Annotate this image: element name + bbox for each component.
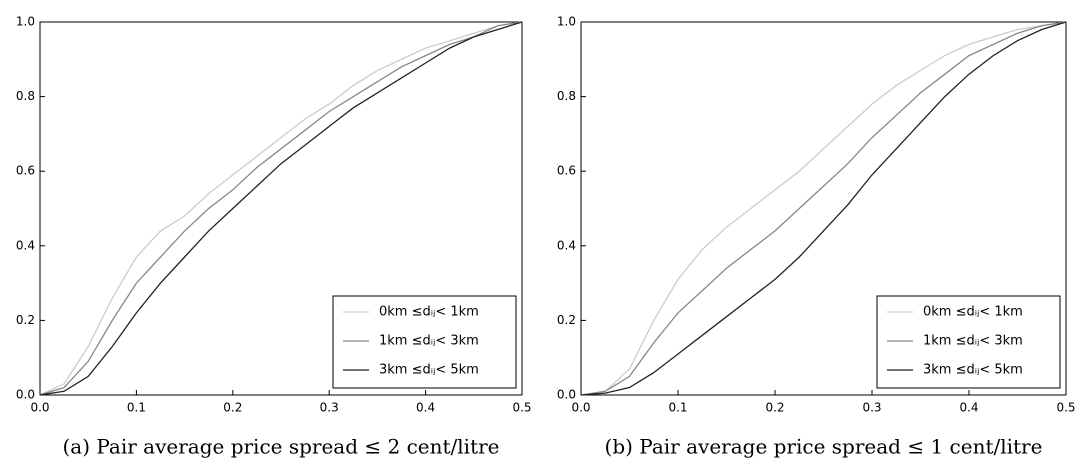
caption: (a) Pair average price spread ≤ 2 cent/l… <box>62 435 499 459</box>
legend-label: 1km ≤dᵢⱼ< 3km <box>923 334 1023 349</box>
x-tick-label: 0.4 <box>959 401 978 415</box>
x-tick-label: 0.1 <box>127 401 146 415</box>
cdf-line <box>39 21 523 396</box>
x-tick-label: 0.0 <box>571 401 590 415</box>
caption: (b) Pair average price spread ≤ 1 cent/l… <box>605 435 1043 459</box>
legend-box <box>332 295 517 389</box>
cdf-line <box>580 21 1067 396</box>
x-tick-label: 0.5 <box>1056 401 1075 415</box>
y-tick-label: 0.8 <box>557 89 576 103</box>
legend-label: 1km ≤dᵢⱼ< 3km <box>379 334 479 349</box>
legend-label: 0km ≤dᵢⱼ< 1km <box>923 305 1023 320</box>
cdf-line <box>39 21 523 396</box>
legend-label: 0km ≤dᵢⱼ< 1km <box>379 305 479 320</box>
cdf-line <box>39 21 523 396</box>
x-tick-label: 0.1 <box>668 401 687 415</box>
cdf-line <box>580 21 1067 396</box>
x-tick-label: 0.2 <box>223 401 242 415</box>
y-tick-label: 0.0 <box>16 388 35 402</box>
y-tick-label: 0.6 <box>557 164 576 178</box>
y-tick-label: 0.2 <box>557 313 576 327</box>
cdf-line <box>580 21 1067 396</box>
legend-label: 3km ≤dᵢⱼ< 5km <box>379 363 479 378</box>
legend-label: 3km ≤dᵢⱼ< 5km <box>923 363 1023 378</box>
x-tick-label: 0.4 <box>416 401 435 415</box>
x-tick-label: 0.0 <box>30 401 49 415</box>
y-tick-label: 0.4 <box>557 238 576 252</box>
y-tick-label: 0.0 <box>557 388 576 402</box>
legend-box <box>876 295 1061 389</box>
y-tick-label: 1.0 <box>557 15 576 29</box>
y-tick-label: 0.8 <box>16 89 35 103</box>
x-tick-label: 0.5 <box>512 401 531 415</box>
y-tick-label: 0.2 <box>16 313 35 327</box>
y-tick-label: 0.6 <box>16 164 35 178</box>
y-tick-label: 0.4 <box>16 238 35 252</box>
y-tick-label: 1.0 <box>16 15 35 29</box>
x-tick-label: 0.2 <box>765 401 784 415</box>
x-tick-label: 0.3 <box>862 401 881 415</box>
x-tick-label: 0.3 <box>320 401 339 415</box>
